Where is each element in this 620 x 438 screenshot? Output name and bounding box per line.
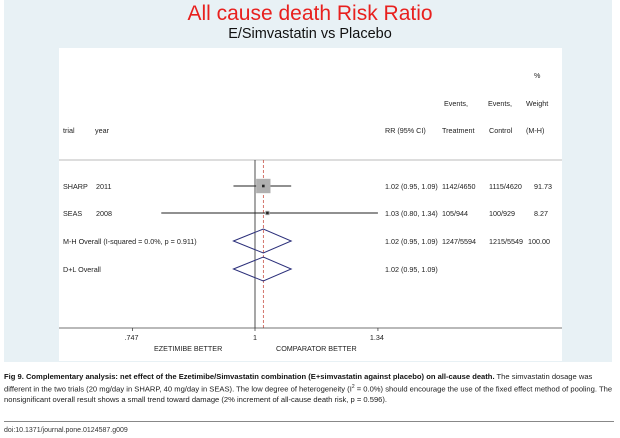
- caption-divider: [4, 421, 614, 422]
- overall-rr: 1.02 (0.95, 1.09): [385, 237, 438, 246]
- caption-text-1: The simvastatin dosage was different in …: [4, 372, 593, 394]
- header-control-2: Control: [489, 126, 513, 135]
- study-rr: 1.02 (0.95, 1.09): [385, 182, 438, 191]
- study-point: [262, 184, 265, 188]
- study-control-events: 1115/4620: [489, 182, 522, 191]
- chart-title: All cause death Risk Ratio: [187, 2, 433, 25]
- x-tick-label: 1: [253, 333, 257, 342]
- header-treatment-1: Events,: [444, 99, 468, 108]
- study-weight: 91.73: [534, 182, 552, 191]
- overall-label: D+L Overall: [63, 265, 101, 274]
- chart-subtitle: E/Simvastatin vs Placebo: [228, 26, 392, 42]
- caption-title: Fig 9. Complementary analysis: net effec…: [4, 372, 495, 381]
- x-tick-label: .747: [124, 333, 139, 342]
- study-treatment-events: 105/944: [442, 209, 468, 218]
- study-treatment-events: 1142/4650: [442, 182, 476, 191]
- study-label: SEAS: [63, 209, 83, 218]
- study-year: 2008: [96, 209, 112, 218]
- study-control-events: 100/929: [489, 209, 515, 218]
- header-rr: RR (95% CI): [385, 126, 426, 135]
- study-label: SHARP: [63, 182, 88, 191]
- study-point: [266, 211, 269, 215]
- header-treatment-2: Treatment: [442, 126, 475, 135]
- header-control-1: Events,: [488, 99, 512, 108]
- header-weight-1: Weight: [526, 99, 549, 108]
- overall-weight: 100.00: [528, 237, 550, 246]
- overall-rr: 1.02 (0.95, 1.09): [385, 265, 438, 274]
- overall-diamond: [232, 256, 293, 282]
- left-favours-label: EZETIMIBE BETTER: [154, 344, 223, 353]
- figure-caption: Fig 9. Complementary analysis: net effec…: [4, 372, 614, 405]
- header-weight-2: (M-H): [526, 126, 545, 135]
- x-tick-label: 1.34: [369, 333, 384, 342]
- header-trial: trial: [63, 126, 75, 135]
- overall-diamond: [232, 228, 293, 254]
- overall-treatment-events: 1247/5594: [442, 237, 476, 246]
- right-favours-label: COMPARATOR BETTER: [276, 344, 357, 353]
- header-year: year: [95, 126, 109, 135]
- overall-control-events: 1215/5549: [489, 237, 523, 246]
- study-year: 2011: [96, 182, 112, 191]
- study-rr: 1.03 (0.80, 1.34): [385, 209, 438, 218]
- plot-area: [59, 48, 562, 361]
- caption-text-2: = 0.0%) should encourage the use of the …: [4, 384, 613, 404]
- header-weight-0: %: [534, 71, 541, 80]
- overall-label: M-H Overall (I-squared = 0.0%, p = 0.911…: [63, 237, 197, 246]
- study-weight: 8.27: [534, 209, 548, 218]
- doi-text: doi:10.1371/journal.pone.0124587.g009: [4, 427, 128, 434]
- caption-sup: 2: [351, 384, 355, 390]
